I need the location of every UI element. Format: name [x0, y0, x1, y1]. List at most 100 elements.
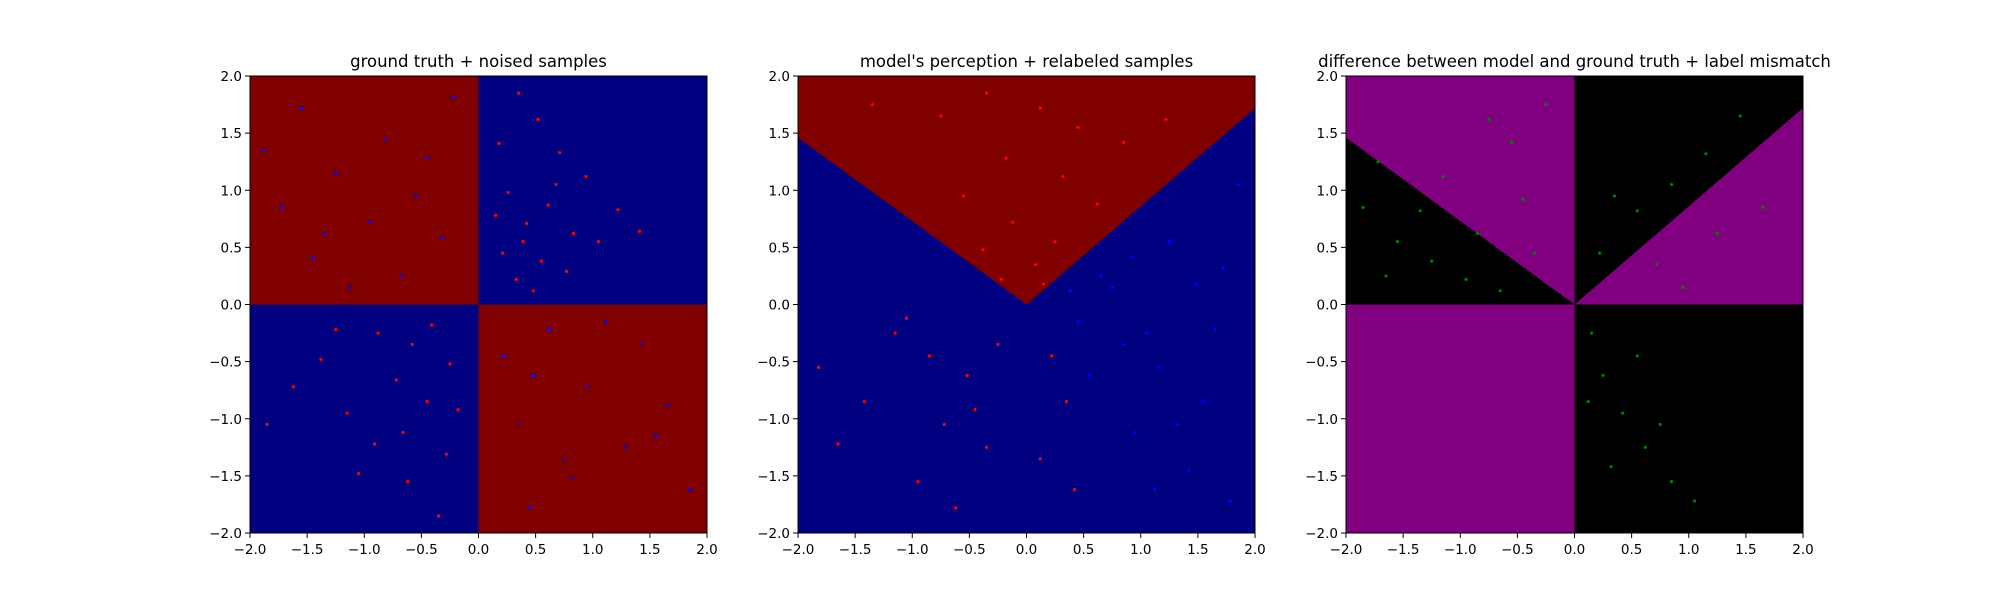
- x-tick-label: −1.5: [839, 542, 872, 558]
- data-point: [1430, 259, 1434, 263]
- data-point: [1761, 205, 1765, 209]
- data-point: [1213, 328, 1217, 332]
- data-point: [984, 91, 989, 95]
- data-point: [524, 221, 529, 225]
- data-point: [616, 208, 620, 212]
- data-point: [688, 487, 692, 492]
- data-point: [456, 408, 460, 412]
- region-red: [478, 304, 707, 533]
- data-point: [440, 236, 444, 240]
- data-point: [425, 156, 429, 160]
- data-point: [334, 328, 338, 332]
- region-black: [1346, 137, 1575, 305]
- data-point: [1384, 274, 1388, 278]
- data-point: [1050, 354, 1054, 358]
- data-point: [862, 400, 866, 404]
- data-point: [984, 445, 989, 449]
- data-point: [1681, 285, 1685, 289]
- y-tick-label: 0.5: [1317, 240, 1338, 256]
- data-point: [319, 357, 323, 361]
- data-point: [1544, 102, 1548, 107]
- y-tick-label: 0.0: [769, 298, 790, 314]
- data-point: [1510, 140, 1514, 144]
- x-tick-label: 1.5: [1735, 542, 1756, 558]
- data-point: [1068, 289, 1072, 293]
- data-point: [265, 422, 269, 427]
- data-point: [1598, 251, 1602, 255]
- x-tick-label: −1.0: [348, 542, 381, 558]
- data-point: [1655, 262, 1659, 267]
- data-point: [531, 373, 535, 377]
- chart-panel-1: −2.0 −1.5 −1.0 −0.5 0.0 0.5 1.0 1.5 2.0 −2.0 −1.5 −…: [209, 52, 718, 558]
- data-point: [585, 385, 589, 389]
- data-point: [547, 328, 551, 332]
- data-point: [406, 479, 410, 484]
- data-point: [516, 422, 521, 427]
- region-blue: [250, 304, 479, 533]
- chart-title: difference between model and ground trut…: [1318, 52, 1831, 71]
- y-tick-label: −1.5: [757, 469, 790, 485]
- data-point: [1475, 232, 1479, 236]
- series-1: [1361, 102, 1765, 503]
- data-point: [571, 232, 575, 236]
- data-point: [558, 150, 562, 155]
- data-point: [904, 316, 909, 320]
- x-tick-label: 1.0: [1130, 542, 1151, 558]
- data-point: [1464, 277, 1468, 281]
- data-point: [1099, 274, 1103, 278]
- data-point: [506, 190, 510, 195]
- data-point: [1187, 468, 1191, 472]
- data-point: [1053, 240, 1057, 244]
- data-point: [1376, 160, 1380, 164]
- data-point: [502, 354, 506, 358]
- data-point: [1076, 125, 1080, 130]
- y-tick-label: −0.5: [209, 355, 242, 371]
- data-point: [1441, 174, 1445, 179]
- data-point: [564, 269, 569, 273]
- data-point: [639, 342, 643, 347]
- y-tick-label: 1.5: [221, 126, 242, 142]
- data-point: [430, 323, 434, 327]
- x-tick-label: 0.5: [525, 542, 546, 558]
- data-point: [531, 289, 535, 293]
- data-point: [596, 240, 601, 244]
- y-tick-label: −1.5: [1305, 469, 1338, 485]
- data-point: [816, 365, 821, 369]
- series-1: [816, 91, 1168, 510]
- data-point: [1004, 156, 1008, 160]
- data-point: [356, 471, 361, 476]
- x-tick-label: −2.0: [782, 542, 815, 558]
- data-point: [536, 117, 540, 122]
- series-1: [265, 91, 642, 518]
- data-point: [376, 331, 380, 335]
- x-tick-label: −2.0: [1330, 542, 1363, 558]
- data-point: [1122, 140, 1126, 144]
- data-point: [1076, 320, 1080, 324]
- data-point: [604, 320, 609, 324]
- data-point: [1635, 209, 1639, 213]
- data-point: [1395, 240, 1400, 244]
- data-point: [1087, 373, 1091, 377]
- data-point: [401, 430, 405, 435]
- data-point: [1072, 487, 1077, 492]
- data-point: [1704, 152, 1708, 156]
- data-point: [653, 434, 658, 438]
- data-point: [334, 171, 338, 175]
- y-tick-label: 1.5: [769, 126, 790, 142]
- data-point: [1130, 254, 1134, 259]
- y-tick-label: 0.5: [769, 240, 790, 256]
- series-2: [1068, 182, 1240, 503]
- data-point: [448, 362, 452, 366]
- data-point: [500, 251, 505, 255]
- data-point: [1738, 114, 1742, 118]
- data-point: [399, 274, 403, 278]
- y-tick-label: −1.0: [209, 412, 242, 428]
- data-point: [1228, 499, 1232, 503]
- data-point: [1521, 197, 1525, 201]
- data-point: [372, 442, 377, 446]
- data-point: [1042, 282, 1046, 286]
- y-tick-label: 1.0: [1317, 183, 1338, 199]
- data-point: [1498, 289, 1502, 293]
- data-point: [1658, 422, 1662, 427]
